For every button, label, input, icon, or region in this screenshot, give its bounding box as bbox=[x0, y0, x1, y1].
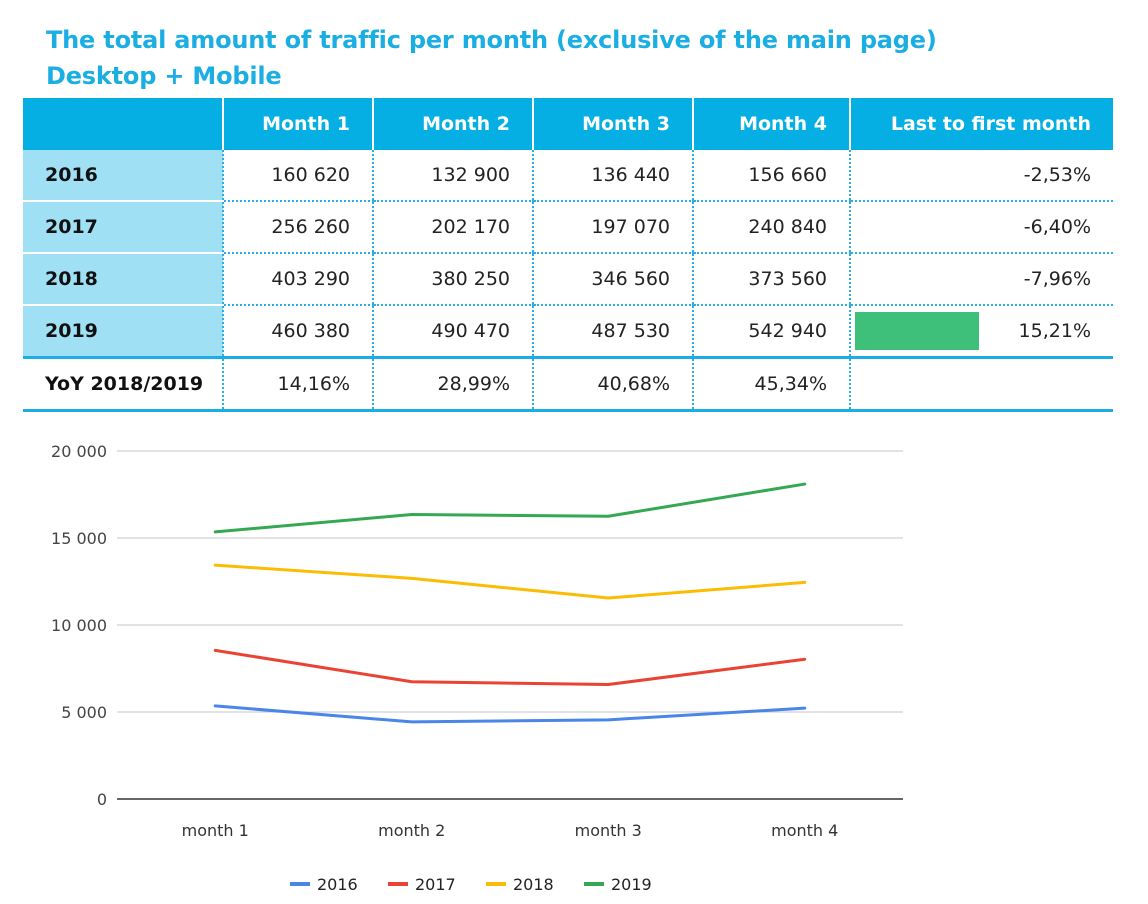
table-cell: 373 560 bbox=[692, 253, 850, 306]
header-month-1: Month 1 bbox=[222, 98, 373, 150]
table-cell: 256 260 bbox=[222, 201, 373, 254]
x-tick-label: month 3 bbox=[575, 821, 642, 840]
table-cell: 460 380 bbox=[222, 305, 373, 359]
x-tick-label: month 1 bbox=[182, 821, 249, 840]
y-tick-label: 5 000 bbox=[61, 703, 107, 722]
header-month-3: Month 3 bbox=[532, 98, 693, 150]
table-header-row: Month 1 Month 2 Month 3 Month 4 Last to … bbox=[23, 98, 1113, 150]
title-line-2: Desktop + Mobile bbox=[46, 62, 282, 90]
change-value: 15,21% bbox=[1018, 320, 1091, 342]
chart-grid bbox=[117, 450, 903, 800]
change-cell: -7,96% bbox=[849, 253, 1113, 306]
series-line-2018 bbox=[213, 563, 807, 600]
page-title: The total amount of traffic per month (e… bbox=[46, 22, 937, 94]
series-line-2019 bbox=[213, 482, 807, 534]
legend-label-2016: 2016 bbox=[317, 875, 358, 894]
yoy-label: YoY 2018/2019 bbox=[23, 357, 223, 412]
table-cell: 346 560 bbox=[532, 253, 693, 306]
yoy-cell: 28,99% bbox=[372, 357, 533, 412]
table-cell: 240 840 bbox=[692, 201, 850, 254]
table-cell: 542 940 bbox=[692, 305, 850, 359]
header-month-2: Month 2 bbox=[372, 98, 533, 150]
x-tick-label: month 2 bbox=[378, 821, 445, 840]
yoy-cell: 40,68% bbox=[532, 357, 693, 412]
table-row: 2016 160 620 132 900 136 440 156 660 -2,… bbox=[23, 150, 1113, 202]
x-tick-label: month 4 bbox=[771, 821, 838, 840]
y-tick-label: 0 bbox=[97, 790, 107, 809]
y-tick-label: 15 000 bbox=[51, 529, 107, 548]
table-cell: 487 530 bbox=[532, 305, 693, 359]
change-cell: 15,21% bbox=[849, 305, 1113, 359]
chart-legend: 2016 2017 2018 2019 bbox=[290, 875, 652, 894]
table-row: 2019 460 380 490 470 487 530 542 940 15,… bbox=[23, 305, 1113, 359]
chart-series bbox=[213, 482, 807, 724]
y-tick-label: 20 000 bbox=[51, 442, 107, 461]
legend-label-2019: 2019 bbox=[611, 875, 652, 894]
yoy-cell: 14,16% bbox=[222, 357, 373, 412]
y-tick-label: 10 000 bbox=[51, 616, 107, 635]
table-cell: 197 070 bbox=[532, 201, 693, 254]
x-axis-ticks: month 1 month 2 month 3 month 4 bbox=[182, 821, 839, 840]
row-year: 2016 bbox=[23, 150, 223, 202]
legend-label-2017: 2017 bbox=[415, 875, 456, 894]
yoy-cell: 45,34% bbox=[692, 357, 850, 412]
change-cell: -6,40% bbox=[849, 201, 1113, 254]
row-year: 2018 bbox=[23, 253, 223, 306]
legend-label-2018: 2018 bbox=[513, 875, 554, 894]
traffic-table: Month 1 Month 2 Month 3 Month 4 Last to … bbox=[23, 98, 1113, 412]
table-cell: 202 170 bbox=[372, 201, 533, 254]
header-month-4: Month 4 bbox=[692, 98, 850, 150]
series-line-2016 bbox=[213, 704, 807, 724]
table-cell: 403 290 bbox=[222, 253, 373, 306]
row-year: 2017 bbox=[23, 201, 223, 254]
header-corner bbox=[23, 98, 223, 150]
change-cell: -2,53% bbox=[849, 150, 1113, 202]
row-year: 2019 bbox=[23, 305, 223, 359]
table-cell: 160 620 bbox=[222, 150, 373, 202]
table-cell: 132 900 bbox=[372, 150, 533, 202]
y-axis-ticks: 0 5 000 10 000 15 000 20 000 bbox=[51, 442, 107, 809]
highlight-bar bbox=[855, 312, 979, 350]
table-cell: 136 440 bbox=[532, 150, 693, 202]
table-cell: 490 470 bbox=[372, 305, 533, 359]
table-cell: 156 660 bbox=[692, 150, 850, 202]
table-cell: 380 250 bbox=[372, 253, 533, 306]
header-last-to-first: Last to first month bbox=[849, 98, 1113, 150]
title-line-1: The total amount of traffic per month (e… bbox=[46, 26, 937, 54]
yoy-cell-empty bbox=[849, 357, 1113, 412]
series-line-2017 bbox=[213, 648, 807, 687]
table-row: 2017 256 260 202 170 197 070 240 840 -6,… bbox=[23, 201, 1113, 254]
yoy-row: YoY 2018/2019 14,16% 28,99% 40,68% 45,34… bbox=[23, 357, 1113, 412]
table-row: 2018 403 290 380 250 346 560 373 560 -7,… bbox=[23, 253, 1113, 306]
